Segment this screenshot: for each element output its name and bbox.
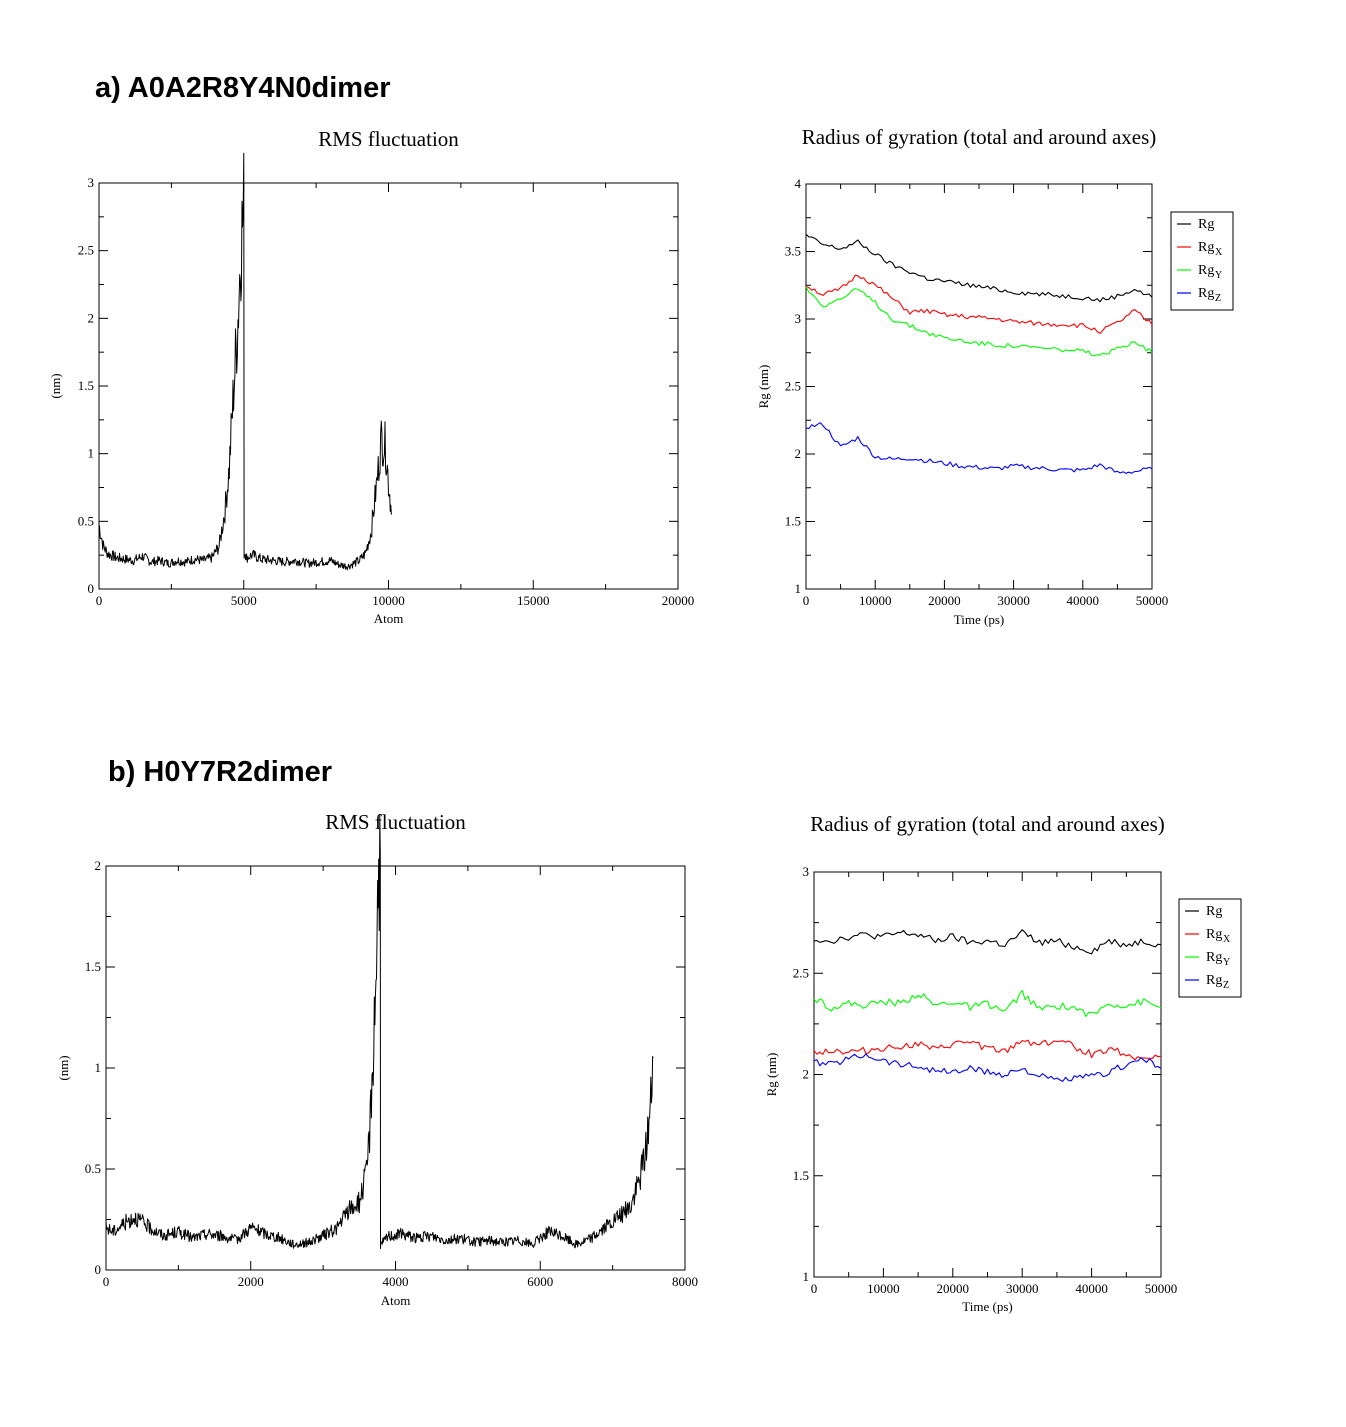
x-axis-label: Atom: [381, 1293, 411, 1308]
y-tick-label: 2: [88, 310, 95, 325]
plot-frame: [805, 183, 1153, 590]
y-tick-label: 2.5: [793, 965, 809, 980]
x-tick-label: 30000: [997, 593, 1030, 608]
x-tick-label: 0: [811, 1281, 818, 1296]
x-tick-label: 0: [103, 1274, 110, 1289]
x-axis-label: Time (ps): [962, 1299, 1012, 1314]
x-tick-label: 4000: [383, 1274, 409, 1289]
x-tick-label: 50000: [1145, 1281, 1178, 1296]
series-line-rg: [813, 929, 1162, 955]
legend-box: [1170, 211, 1234, 311]
series-line-rg-z: [805, 422, 1153, 474]
series-line-rg-x: [813, 1039, 1162, 1061]
y-tick-label: 0: [88, 581, 95, 596]
y-tick-label: 2: [795, 446, 802, 461]
series-line-rg-y: [813, 989, 1162, 1018]
y-tick-label: 1: [803, 1269, 810, 1284]
series-line-rg-z: [813, 1053, 1162, 1082]
y-tick-label: 3: [795, 311, 802, 326]
legend-entry-subscript: Y: [1215, 270, 1222, 281]
x-tick-label: 2000: [238, 1274, 264, 1289]
chart-a-rmsf: RMS fluctuation 0 5000 10000 15000 20000 0 0.5 1…: [48, 127, 694, 626]
series-line-rmsf: [98, 152, 392, 571]
y-tick-label: 1: [88, 446, 95, 461]
legend-entry: Rg: [1206, 904, 1222, 919]
y-tick-label: 0: [95, 1262, 102, 1277]
legend-entry-subscript: X: [1215, 247, 1223, 258]
chart-a-rg: Radius of gyration (total and around axe…: [756, 125, 1234, 627]
x-tick-label: 5000: [231, 593, 257, 608]
x-tick-label: 10000: [867, 1281, 900, 1296]
series-line-rg-y: [805, 286, 1153, 357]
y-axis-label: (nm): [48, 373, 63, 398]
y-tick-label: 2.5: [78, 243, 94, 258]
legend-entry: Rg: [1198, 263, 1214, 278]
x-axis-label: Atom: [374, 611, 404, 626]
x-tick-label: 6000: [527, 1274, 553, 1289]
x-tick-label: 0: [803, 593, 810, 608]
x-tick-label: 30000: [1006, 1281, 1039, 1296]
y-tick-label: 1.5: [78, 378, 94, 393]
x-tick-label: 40000: [1067, 593, 1100, 608]
panel-a-label: a) A0A2R8Y4N0dimer: [95, 72, 391, 104]
legend-entry-subscript: X: [1223, 934, 1231, 945]
legend-entry: Rg: [1206, 927, 1222, 942]
chart-title: Radius of gyration (total and around axe…: [802, 125, 1157, 149]
chart-b-rmsf: RMS fluctuation 0 2000 4000 6000 8000 0 0.5 1 1.5…: [56, 810, 698, 1308]
legend-entry: Rg: [1198, 286, 1214, 301]
y-axis-label: Rg (nm): [764, 1053, 779, 1097]
y-tick-label: 1.5: [793, 1168, 809, 1183]
y-tick-label: 3: [803, 864, 810, 879]
x-tick-label: 50000: [1136, 593, 1169, 608]
y-tick-label: 1: [95, 1060, 102, 1075]
x-tick-label: 10000: [372, 593, 405, 608]
y-tick-label: 4: [795, 176, 802, 191]
y-tick-label: 0.5: [85, 1161, 101, 1176]
chart-title: Radius of gyration (total and around axe…: [810, 812, 1165, 836]
legend-entry: Rg: [1206, 973, 1222, 988]
series-line-rg-x: [805, 274, 1153, 334]
legend-entry-subscript: Y: [1223, 957, 1230, 968]
legend-entry: Rg: [1206, 950, 1222, 965]
y-axis-label: Rg (nm): [756, 365, 771, 409]
chart-title: RMS fluctuation: [325, 810, 466, 834]
legend-entry-subscript: Z: [1215, 293, 1221, 304]
legend-entry-subscript: Z: [1223, 980, 1229, 991]
x-tick-label: 15000: [517, 593, 550, 608]
x-tick-label: 40000: [1075, 1281, 1108, 1296]
y-tick-label: 1.5: [785, 514, 801, 529]
legend-box: [1178, 898, 1242, 998]
y-tick-label: 3.5: [785, 244, 801, 259]
plot-frame: [105, 865, 686, 1271]
y-tick-label: 2.5: [785, 379, 801, 394]
x-tick-label: 20000: [662, 593, 695, 608]
x-tick-label: 20000: [928, 593, 961, 608]
y-tick-label: 2: [95, 858, 102, 873]
legend-entry: Rg: [1198, 240, 1214, 255]
y-tick-label: 1.5: [85, 959, 101, 974]
series-line-rmsf: [105, 814, 654, 1250]
chart-b-rg: Radius of gyration (total and around axe…: [764, 812, 1242, 1314]
x-tick-label: 20000: [937, 1281, 970, 1296]
x-axis-label: Time (ps): [954, 612, 1004, 627]
legend-entry: Rg: [1198, 217, 1214, 232]
series-line-rg: [805, 233, 1153, 303]
plot-frame: [98, 182, 679, 590]
y-tick-label: 2: [803, 1067, 810, 1082]
x-tick-label: 0: [96, 593, 103, 608]
x-tick-label: 10000: [859, 593, 892, 608]
y-tick-label: 3: [88, 175, 95, 190]
y-tick-label: 1: [795, 581, 802, 596]
panel-b-label: b) H0Y7R2dimer: [108, 756, 333, 788]
chart-title: RMS fluctuation: [318, 127, 459, 151]
y-axis-label: (nm): [56, 1055, 71, 1080]
x-tick-label: 8000: [672, 1274, 698, 1289]
y-tick-label: 0.5: [78, 513, 94, 528]
